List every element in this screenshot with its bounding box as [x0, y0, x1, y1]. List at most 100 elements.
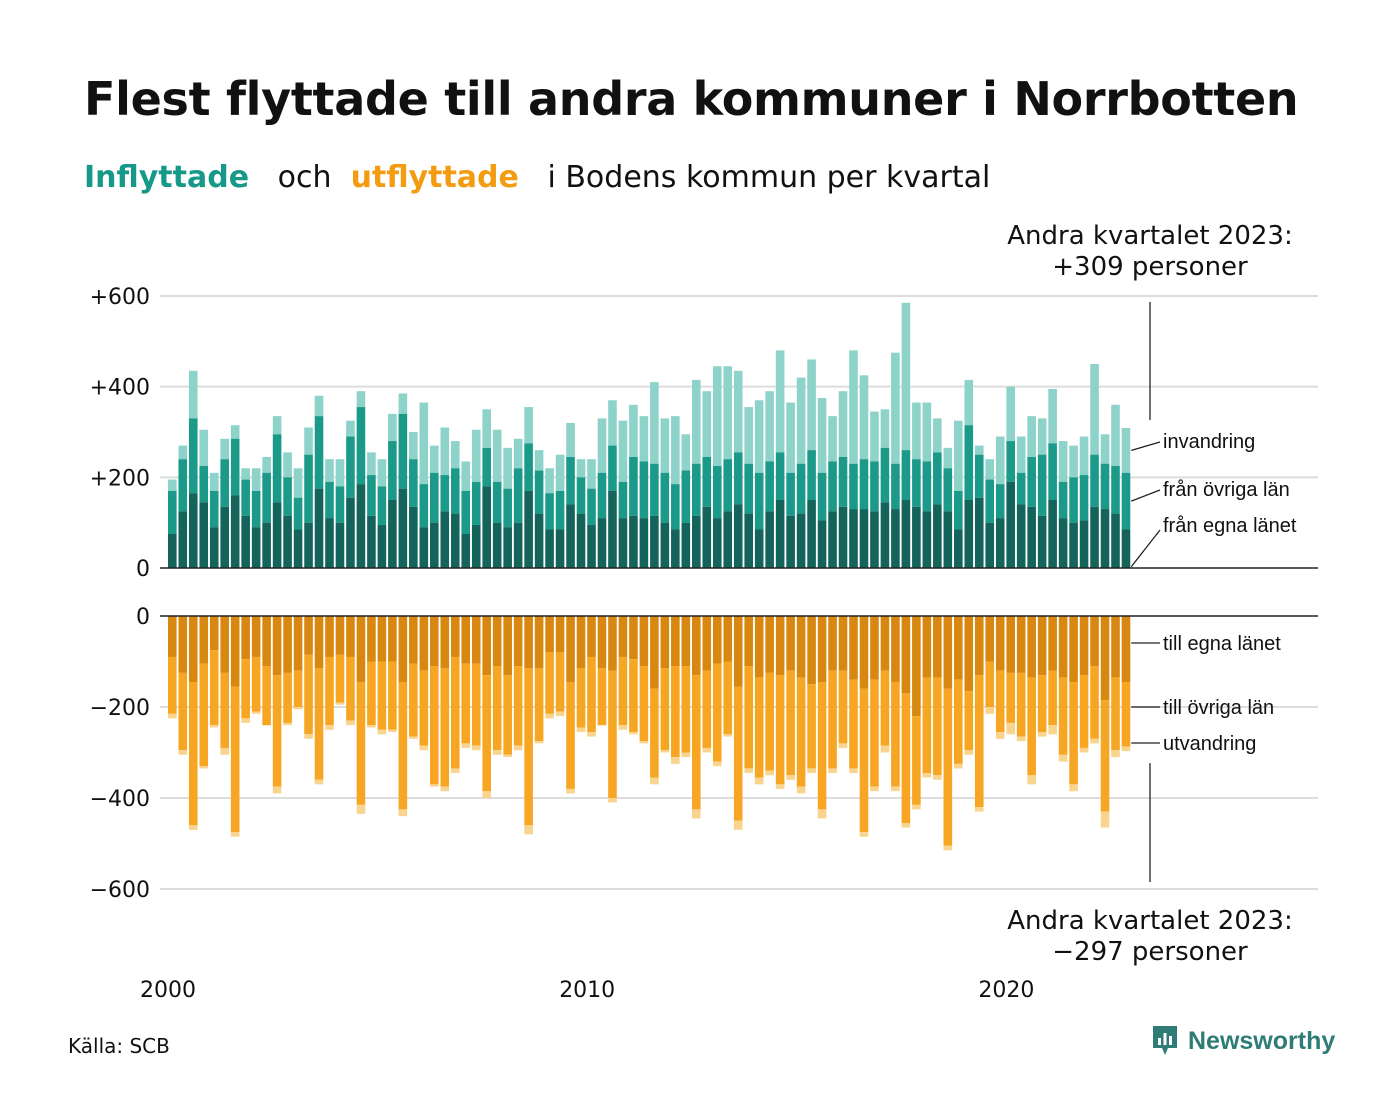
bar-inflow-immigration	[346, 420, 355, 437]
bar-inflow-immigration	[1016, 436, 1026, 473]
bar-inflow-immigration	[1100, 434, 1110, 464]
bar-outflow-other-counties	[964, 691, 974, 751]
bar-inflow-other-counties	[817, 472, 827, 521]
bar-outflow-emigration	[733, 820, 743, 830]
bar-outflow-own-county	[933, 616, 942, 678]
bar-inflow-other-counties	[1016, 472, 1026, 505]
bar-outflow-own-county	[1090, 616, 1099, 667]
bar-inflow-other-counties	[1121, 472, 1131, 530]
bar-outflow-other-counties	[985, 661, 995, 707]
bar-inflow-own-county	[985, 522, 995, 568]
bar-outflow-emigration	[524, 825, 533, 835]
bar-outflow-own-county	[367, 616, 376, 662]
bar-outflow-other-counties	[199, 663, 209, 767]
bar-inflow-own-county	[534, 513, 544, 568]
bar-outflow-emigration	[178, 750, 188, 755]
bar-inflow-own-county	[251, 527, 261, 568]
bar-outflow-own-county	[346, 616, 355, 657]
bar-inflow-immigration	[1048, 388, 1057, 444]
bar-outflow-other-counties	[209, 650, 219, 726]
bar-outflow-other-counties	[461, 663, 471, 744]
bar-inflow-immigration	[230, 425, 240, 439]
bar-outflow-emigration	[943, 845, 953, 851]
bar-outflow-own-county	[471, 616, 481, 664]
bar-inflow-other-counties	[723, 459, 733, 512]
bar-outflow-emigration	[335, 702, 345, 705]
bar-inflow-other-counties	[786, 472, 795, 516]
series-leader-line	[1130, 529, 1161, 568]
bar-inflow-other-counties	[954, 490, 963, 530]
bar-outflow-emigration	[639, 741, 649, 744]
bar-inflow-immigration	[1027, 416, 1036, 457]
bar-outflow-other-counties	[450, 656, 460, 769]
bar-inflow-immigration	[409, 432, 418, 460]
chart-subtitle: Inflyttade och utflyttade i Bodens kommu…	[84, 160, 990, 195]
bar-inflow-immigration	[272, 416, 282, 435]
bar-outflow-own-county	[534, 616, 544, 669]
bar-inflow-other-counties	[524, 443, 533, 491]
bar-outflow-own-county	[325, 616, 334, 657]
bar-outflow-emigration	[849, 768, 858, 773]
bar-outflow-other-counties	[1069, 681, 1078, 785]
bar-inflow-immigration	[503, 447, 512, 489]
bar-inflow-other-counties	[775, 452, 785, 500]
bar-inflow-immigration	[838, 391, 848, 457]
bar-inflow-own-county	[597, 518, 607, 568]
bar-outflow-other-counties	[712, 663, 722, 762]
bar-inflow-immigration	[692, 379, 701, 464]
bar-inflow-other-counties	[314, 416, 324, 489]
bar-inflow-immigration	[943, 447, 953, 469]
bar-inflow-own-county	[1090, 506, 1099, 568]
bar-outflow-other-counties	[346, 656, 355, 721]
bar-outflow-other-counties	[849, 679, 858, 769]
bar-inflow-immigration	[367, 452, 376, 476]
bar-inflow-immigration	[618, 420, 628, 482]
bar-inflow-own-county	[168, 534, 177, 568]
bar-inflow-immigration	[314, 395, 324, 417]
bar-inflow-own-county	[954, 529, 963, 568]
bar-inflow-immigration	[220, 438, 229, 460]
bar-inflow-other-counties	[597, 472, 607, 519]
bar-inflow-immigration	[513, 438, 523, 469]
bar-outflow-emigration	[534, 741, 544, 744]
subtitle-outflow: utflyttade	[350, 160, 519, 195]
bar-outflow-emigration	[974, 807, 984, 812]
bar-inflow-other-counties	[995, 484, 1005, 519]
bar-outflow-own-county	[398, 616, 408, 682]
bar-inflow-other-counties	[230, 438, 240, 496]
bar-inflow-own-county	[587, 524, 596, 568]
bar-outflow-emigration	[964, 750, 974, 755]
bar-inflow-own-county	[618, 518, 628, 568]
bar-inflow-other-counties	[671, 484, 680, 530]
bar-outflow-own-county	[891, 616, 900, 682]
bar-outflow-emigration	[1090, 738, 1099, 744]
newsworthy-logo-icon	[1153, 1026, 1177, 1055]
series-label-inflow: från övriga län	[1163, 479, 1290, 501]
bar-outflow-emigration	[230, 832, 240, 837]
bar-inflow-own-county	[922, 511, 932, 568]
bar-outflow-own-county	[1048, 616, 1057, 671]
bar-inflow-own-county	[807, 500, 816, 568]
bar-outflow-own-county	[188, 616, 198, 682]
bar-outflow-own-county	[954, 616, 963, 680]
bar-inflow-other-counties	[1069, 477, 1078, 523]
bar-inflow-other-counties	[356, 407, 366, 485]
bar-outflow-emigration	[220, 747, 229, 755]
bar-outflow-own-county	[209, 616, 219, 651]
bar-inflow-own-county	[356, 484, 366, 568]
bar-inflow-immigration	[974, 445, 984, 455]
bar-outflow-other-counties	[954, 679, 963, 764]
bar-outflow-emigration	[954, 763, 963, 769]
bar-outflow-own-county	[1027, 616, 1036, 678]
bar-outflow-emigration	[671, 757, 680, 764]
bar-inflow-other-counties	[220, 459, 229, 507]
bar-inflow-other-counties	[964, 425, 974, 500]
bar-inflow-other-counties	[482, 447, 491, 487]
bar-outflow-own-county	[1069, 616, 1078, 682]
bar-inflow-own-county	[1111, 513, 1120, 568]
bar-outflow-emigration	[1016, 736, 1026, 742]
bar-outflow-emigration	[388, 729, 397, 733]
bar-outflow-other-counties	[933, 677, 942, 776]
bar-inflow-immigration	[660, 418, 670, 473]
